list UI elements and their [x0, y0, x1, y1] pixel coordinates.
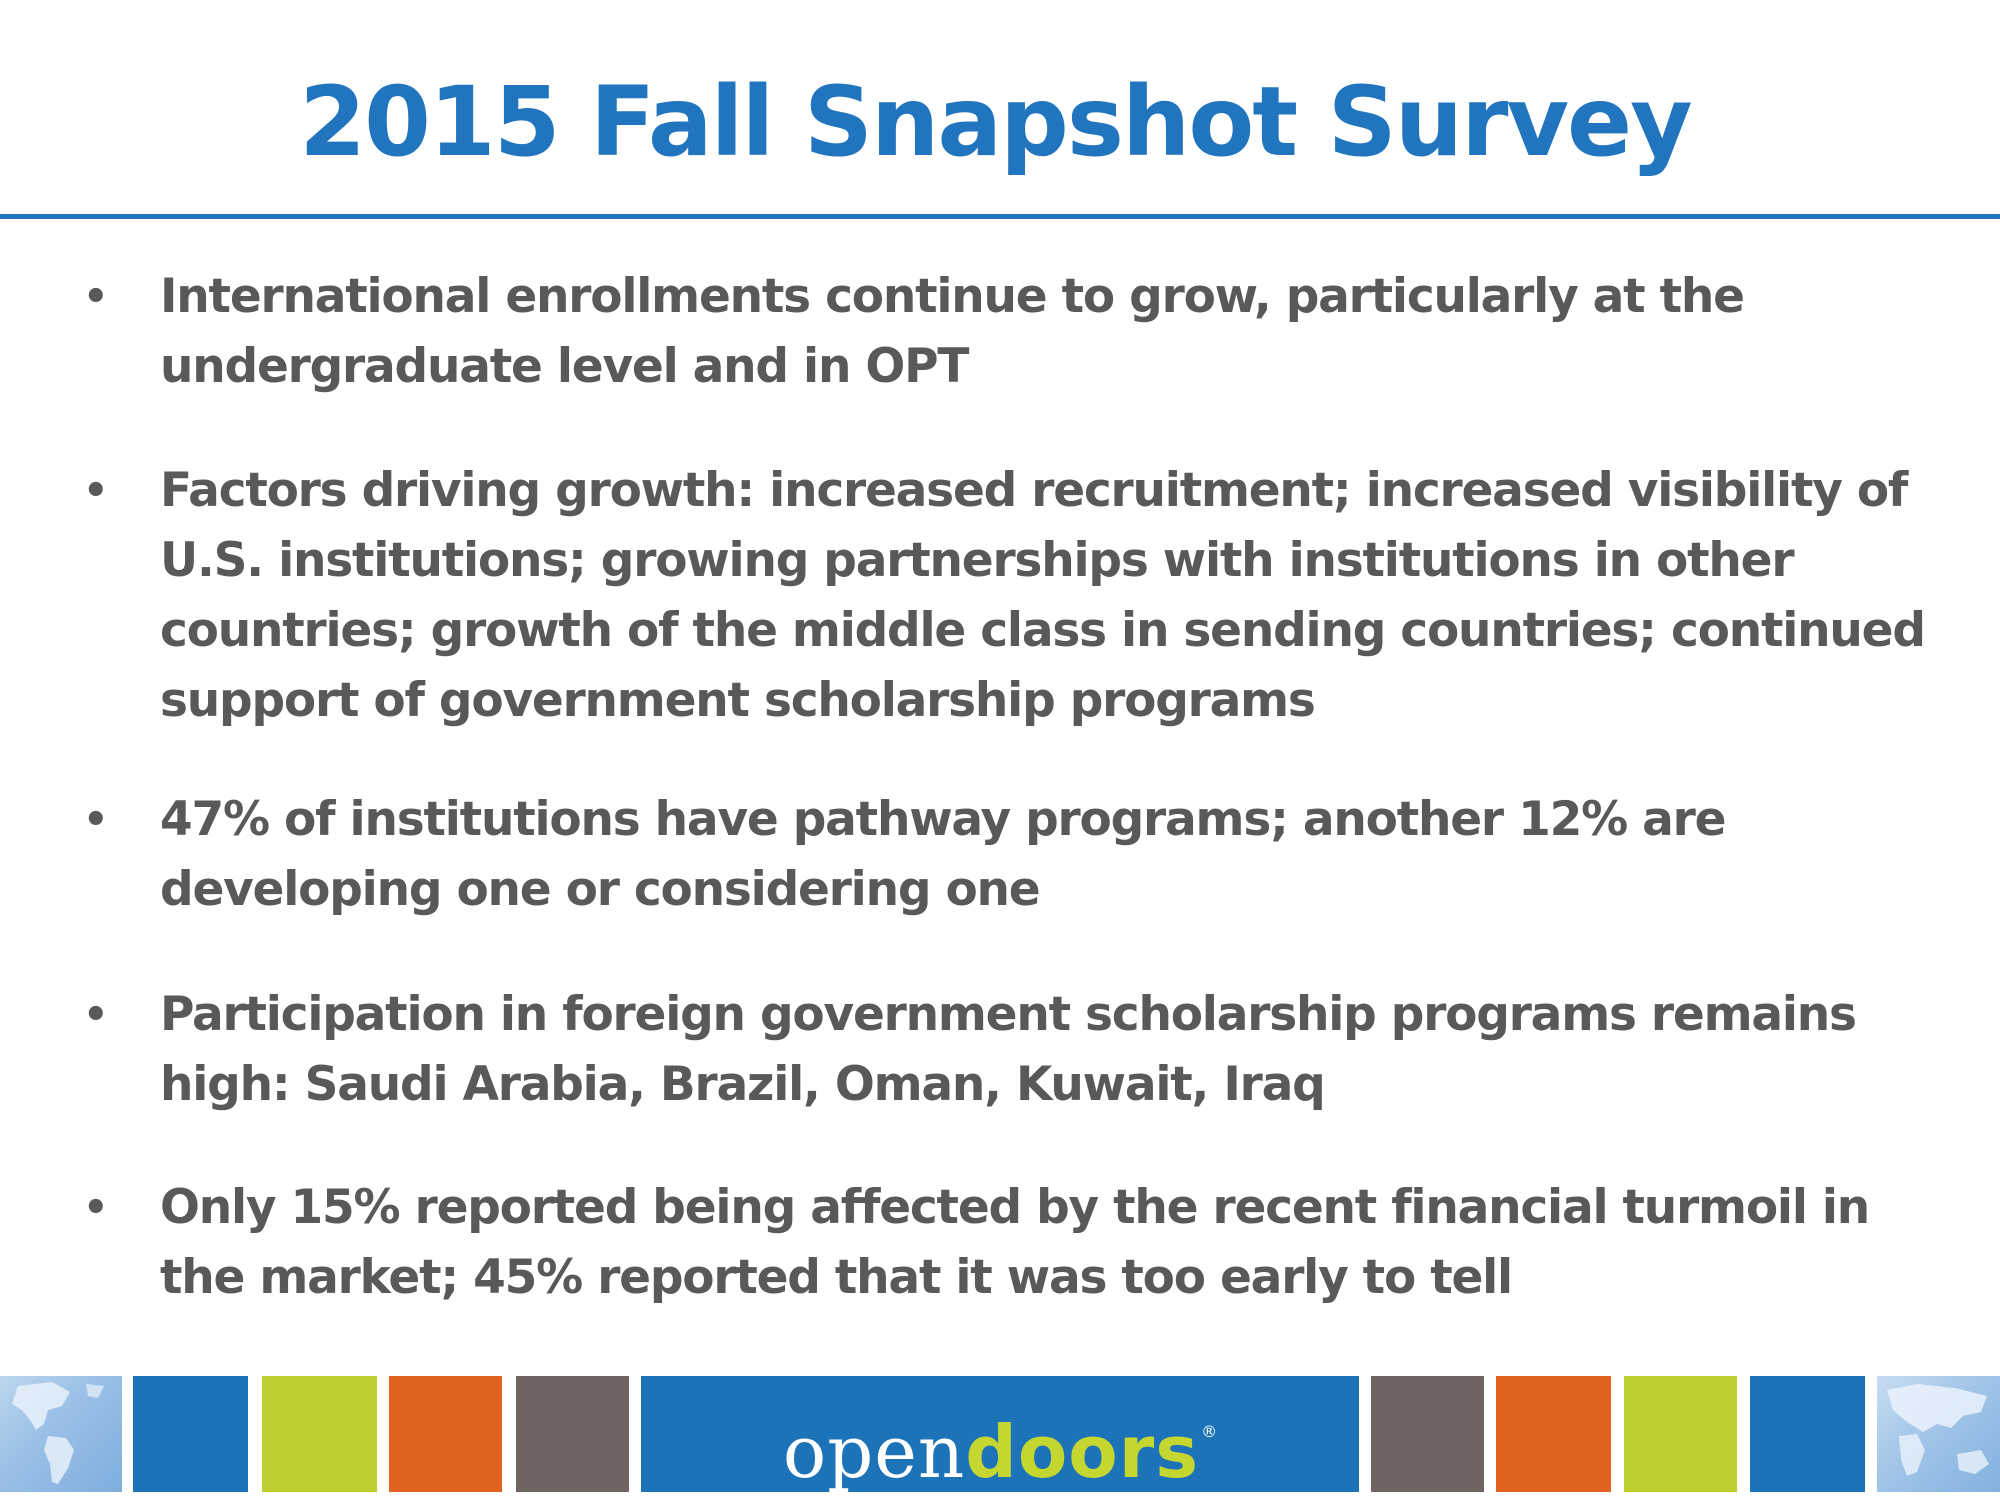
- logo-doors-text: doors: [965, 1410, 1200, 1494]
- bullet-marker: •: [83, 274, 109, 320]
- bullet-text: Only 15% reported being affected by the …: [160, 1180, 1870, 1305]
- bullet-marker: •: [83, 1185, 109, 1231]
- bullet-marker: •: [83, 468, 109, 514]
- bullet-item: • International enrollments continue to …: [83, 262, 1940, 402]
- bullet-item: • Participation in foreign government sc…: [83, 980, 1940, 1120]
- color-tile-green: [262, 1376, 377, 1492]
- bullet-text: Factors driving growth: increased recrui…: [160, 463, 1926, 728]
- bullet-item: • Factors driving growth: increased recr…: [83, 456, 1940, 736]
- bullet-text: Participation in foreign government scho…: [160, 987, 1857, 1112]
- bullet-text: International enrollments continue to gr…: [160, 269, 1745, 394]
- bullet-item: • Only 15% reported being affected by th…: [83, 1173, 1940, 1313]
- color-tile-gray: [516, 1376, 629, 1492]
- world-map-asia-icon: [1877, 1376, 2000, 1492]
- opendoors-logo: opendoors ®: [641, 1376, 1359, 1494]
- bullet-item: • 47% of institutions have pathway progr…: [83, 785, 1940, 925]
- color-tile-orange: [1496, 1376, 1611, 1492]
- slide-title: 2015 Fall Snapshot Survey: [299, 66, 1692, 178]
- color-tile-blue: [133, 1376, 248, 1492]
- logo-open-text: open: [782, 1410, 966, 1494]
- bullet-marker: •: [83, 992, 109, 1038]
- color-tile-orange: [389, 1376, 502, 1492]
- logo-wordmark: opendoors ®: [641, 1376, 1359, 1494]
- footer-banner: opendoors ®: [0, 1376, 2000, 1494]
- bullet-list: • International enrollments continue to …: [83, 262, 1940, 1313]
- bullet-marker: •: [83, 797, 109, 843]
- color-tile-gray: [1371, 1376, 1484, 1492]
- title-divider: [0, 214, 2000, 219]
- bullet-text: 47% of institutions have pathway program…: [160, 792, 1727, 917]
- world-map-americas-icon: [0, 1376, 122, 1492]
- color-tile-green: [1624, 1376, 1737, 1492]
- color-tile-blue: [1750, 1376, 1865, 1492]
- registered-mark: ®: [1201, 1422, 1218, 1441]
